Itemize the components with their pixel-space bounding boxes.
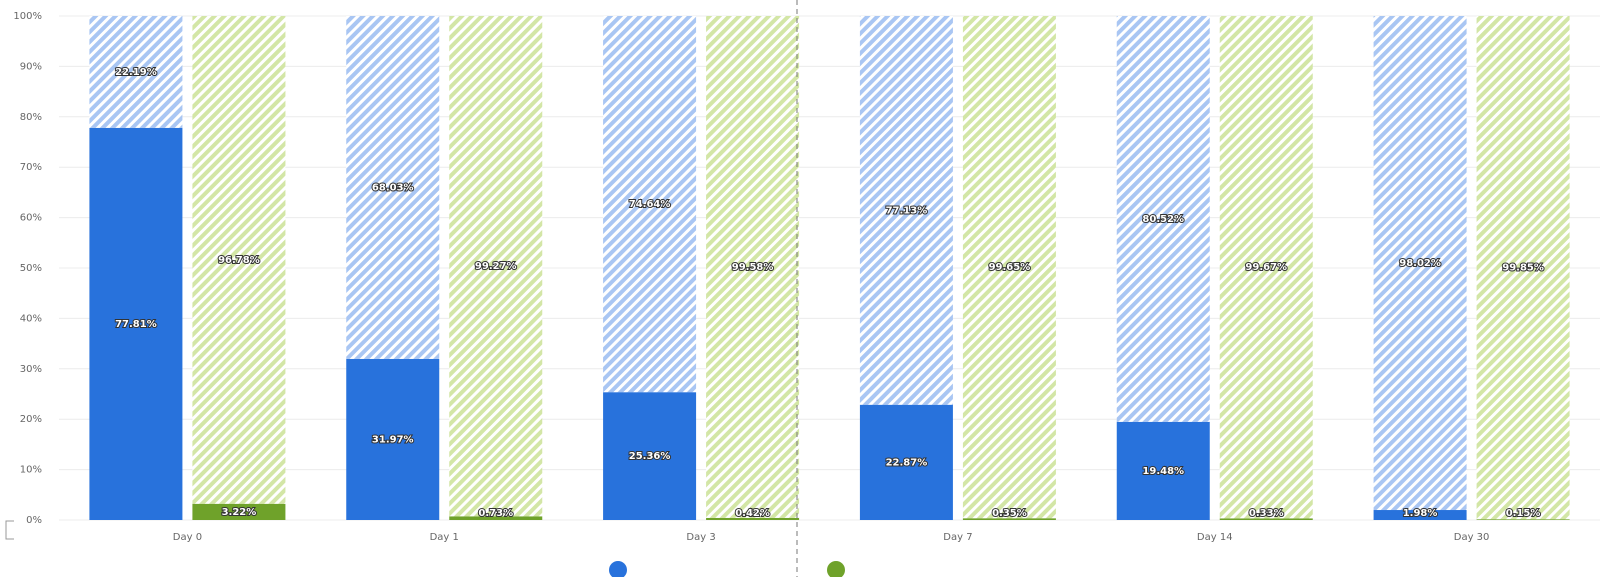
x-tick-label: Day 7 <box>943 532 972 543</box>
x-tick-label: Day 0 <box>173 532 202 543</box>
y-tick-label: 80% <box>20 112 42 123</box>
value-label: 99.27% <box>475 261 517 272</box>
bar-segment <box>1219 518 1313 520</box>
x-tick-label: Day 14 <box>1197 532 1233 543</box>
bracket <box>5 520 14 540</box>
y-tick-label: 10% <box>20 465 42 476</box>
legend-swatch <box>609 561 627 577</box>
bar-segment <box>89 16 183 128</box>
value-label: 3.22% <box>222 507 257 518</box>
bar-segment <box>706 16 800 518</box>
value-label: 0.15% <box>1506 508 1541 519</box>
bar-segment <box>962 518 1056 520</box>
bar-segment <box>449 16 543 517</box>
bar-segment <box>449 516 543 520</box>
bar-segment <box>1116 421 1210 520</box>
bar-segment <box>859 16 953 405</box>
bar-segment <box>192 503 286 520</box>
value-label: 25.36% <box>629 451 671 462</box>
value-label: 77.81% <box>115 319 157 330</box>
value-label: 0.33% <box>1249 508 1284 519</box>
value-label: 1.98% <box>1403 508 1438 519</box>
bar-segment <box>603 16 697 393</box>
value-label: 99.85% <box>1502 263 1544 274</box>
value-label: 99.58% <box>732 262 774 273</box>
bar-segment <box>1219 16 1313 519</box>
value-label: 68.03% <box>372 182 414 193</box>
y-tick-label: 20% <box>20 414 42 425</box>
bar-segment <box>1476 16 1570 520</box>
y-tick-label: 100% <box>13 11 42 22</box>
bar-segment <box>706 517 800 520</box>
bar-segment <box>1116 16 1210 422</box>
value-label: 22.19% <box>115 67 157 78</box>
bar-segment <box>1373 16 1467 511</box>
y-tick-label: 50% <box>20 263 42 274</box>
legend-swatch <box>827 561 845 577</box>
bar-segment <box>1476 519 1570 520</box>
bar-segment <box>346 16 440 359</box>
bar-segment <box>192 16 286 504</box>
x-tick-label: Day 1 <box>430 532 459 543</box>
value-label: 96.78% <box>218 255 260 266</box>
y-tick-label: 0% <box>26 515 42 526</box>
x-tick-label: Day 3 <box>686 532 715 543</box>
bar-segment <box>346 358 440 520</box>
value-label: 74.64% <box>629 199 671 210</box>
value-label: 19.48% <box>1142 466 1184 477</box>
value-label: 99.65% <box>989 262 1031 273</box>
value-label: 0.73% <box>478 508 513 519</box>
value-label: 0.42% <box>735 508 770 519</box>
bar-segment <box>89 127 183 521</box>
bar-segment <box>859 404 953 520</box>
bar-segment <box>603 392 697 520</box>
value-label: 77.13% <box>886 205 928 216</box>
value-label: 98.02% <box>1399 258 1441 269</box>
value-label: 80.52% <box>1142 214 1184 225</box>
x-tick-label: Day 30 <box>1454 532 1490 543</box>
value-label: 99.67% <box>1245 262 1287 273</box>
value-label: 22.87% <box>886 457 928 468</box>
y-tick-label: 90% <box>20 61 42 72</box>
y-tick-label: 60% <box>20 213 42 224</box>
value-label: 0.35% <box>992 508 1027 519</box>
value-label: 31.97% <box>372 434 414 445</box>
y-tick-label: 70% <box>20 162 42 173</box>
y-tick-label: 40% <box>20 313 42 324</box>
y-tick-label: 30% <box>20 364 42 375</box>
bar-segment <box>962 16 1056 519</box>
bar-segment <box>1373 510 1467 520</box>
